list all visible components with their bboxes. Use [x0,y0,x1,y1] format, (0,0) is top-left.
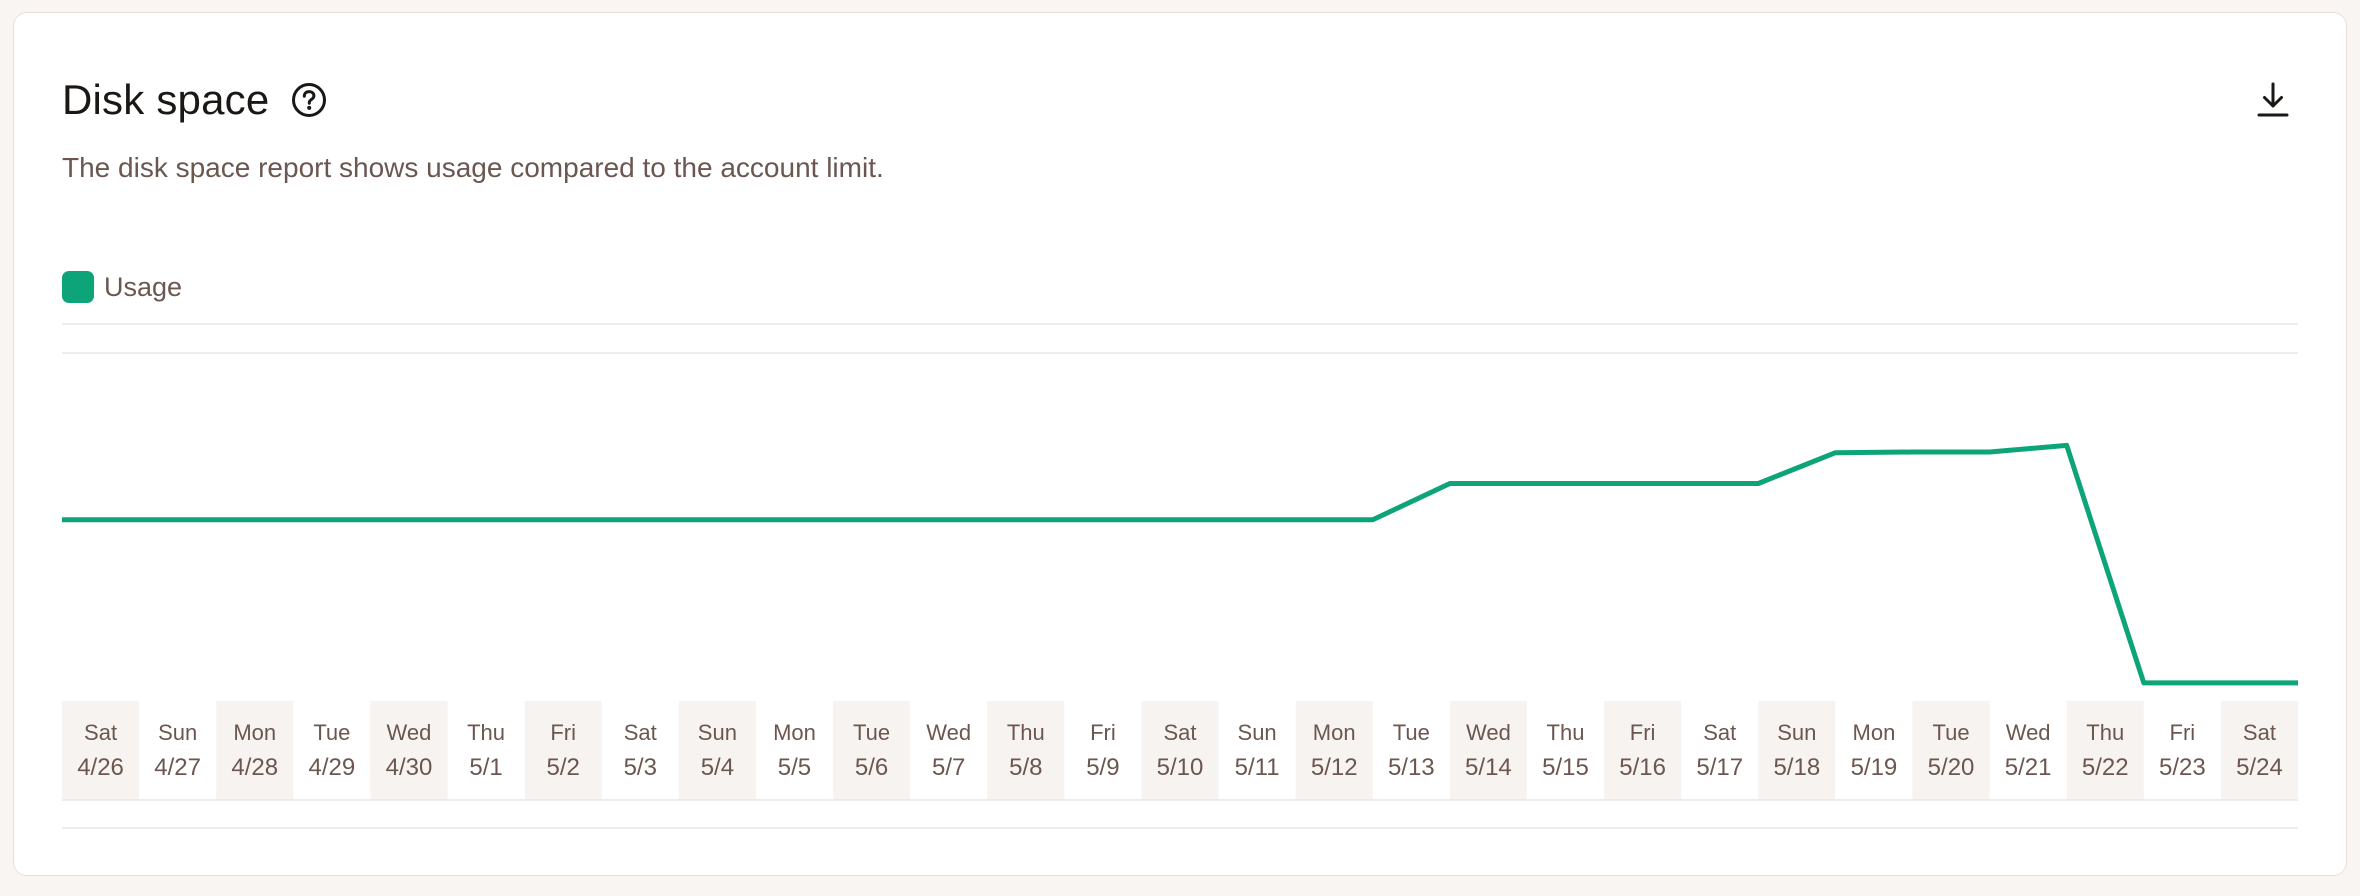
subtitle: The disk space report shows usage compar… [62,152,884,183]
x-tick-day-17: Tue [1393,720,1430,745]
x-tick-date-28: 5/24 [2236,754,2283,781]
x-band-8 [678,701,756,800]
page-title: Disk space [62,76,270,123]
x-tick-day-9: Mon [773,720,816,745]
x-tick-date-2: 4/28 [231,754,278,781]
x-tick-day-15: Sun [1238,720,1277,745]
x-band-4 [370,701,448,800]
x-tick-date-14: 5/10 [1157,754,1204,781]
x-band-10 [833,701,911,800]
x-tick-day-10: Tue [853,720,890,745]
x-tick-date-27: 5/23 [2159,754,2206,781]
x-tick-day-5: Thu [467,720,505,745]
x-tick-date-1: 4/27 [154,754,201,781]
x-tick-date-13: 5/9 [1086,754,1119,781]
x-tick-date-21: 5/17 [1696,754,1743,781]
x-tick-day-27: Fri [2170,720,2196,745]
x-band-18 [1449,701,1527,800]
x-tick-day-23: Mon [1853,720,1896,745]
x-tick-date-19: 5/15 [1542,754,1589,781]
x-band-12 [987,701,1065,800]
x-tick-date-3: 4/29 [309,754,356,781]
x-tick-day-22: Sun [1777,720,1816,745]
x-tick-date-24: 5/20 [1928,754,1975,781]
x-band-26 [2066,701,2144,800]
x-band-14 [1141,701,1219,800]
x-tick-date-26: 5/22 [2082,754,2129,781]
x-tick-date-10: 5/6 [855,754,888,781]
x-band-22 [1758,701,1836,800]
x-tick-day-14: Sat [1163,720,1196,745]
x-tick-day-11: Wed [926,720,971,745]
x-tick-day-7: Sat [624,720,657,745]
x-tick-date-15: 5/11 [1235,754,1280,781]
x-tick-date-18: 5/14 [1465,754,1512,781]
x-tick-date-23: 5/19 [1851,754,1898,781]
x-tick-day-8: Sun [698,720,737,745]
x-tick-day-6: Fri [550,720,576,745]
x-tick-date-22: 5/18 [1773,754,1820,781]
x-tick-day-16: Mon [1313,720,1356,745]
x-tick-day-12: Thu [1007,720,1045,745]
x-tick-day-18: Wed [1466,720,1511,745]
x-band-24 [1912,701,1990,800]
x-tick-day-1: Sun [158,720,197,745]
x-tick-day-26: Thu [2086,720,2124,745]
series-line-usage [62,442,2298,686]
x-tick-day-2: Mon [233,720,276,745]
question-circle-icon[interactable] [291,82,327,118]
x-tick-day-21: Sat [1703,720,1736,745]
x-tick-date-0: 4/26 [77,754,124,781]
x-band-28 [2220,701,2298,800]
x-tick-date-12: 5/8 [1009,754,1042,781]
x-band-16 [1295,701,1373,800]
legend-label-usage: Usage [104,271,183,302]
x-tick-date-11: 5/7 [932,754,965,781]
x-band-6 [524,701,602,800]
x-tick-date-25: 5/21 [2005,754,2052,781]
x-tick-date-16: 5/12 [1311,754,1358,781]
x-tick-date-17: 5/13 [1388,754,1435,781]
legend: Usage [62,270,182,304]
x-tick-date-7: 5/3 [624,754,657,781]
x-band-20 [1604,701,1682,800]
x-tick-date-9: 5/5 [778,754,811,781]
x-tick-date-6: 5/2 [546,754,579,781]
x-tick-day-20: Fri [1630,720,1656,745]
x-band-2 [216,701,294,800]
x-tick-date-5: 5/1 [469,754,502,781]
x-tick-day-13: Fri [1090,720,1116,745]
legend-swatch [62,271,94,303]
x-tick-day-0: Sat [84,720,117,745]
x-band-0 [62,701,140,800]
x-tick-day-3: Tue [313,720,350,745]
x-tick-day-24: Tue [1932,720,1969,745]
x-tick-day-28: Sat [2243,720,2276,745]
download-icon[interactable] [2254,80,2292,120]
x-tick-day-4: Wed [387,720,432,745]
x-tick-date-4: 4/30 [386,754,433,781]
x-tick-day-19: Thu [1547,720,1585,745]
x-tick-day-25: Wed [2006,720,2051,745]
x-tick-date-20: 5/16 [1619,754,1666,781]
x-tick-date-8: 5/4 [701,754,734,781]
